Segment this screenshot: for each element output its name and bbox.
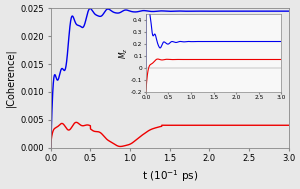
Y-axis label: |Coherence|: |Coherence| — [5, 49, 15, 107]
X-axis label: t (10$^{-1}$ ps): t (10$^{-1}$ ps) — [142, 168, 198, 184]
